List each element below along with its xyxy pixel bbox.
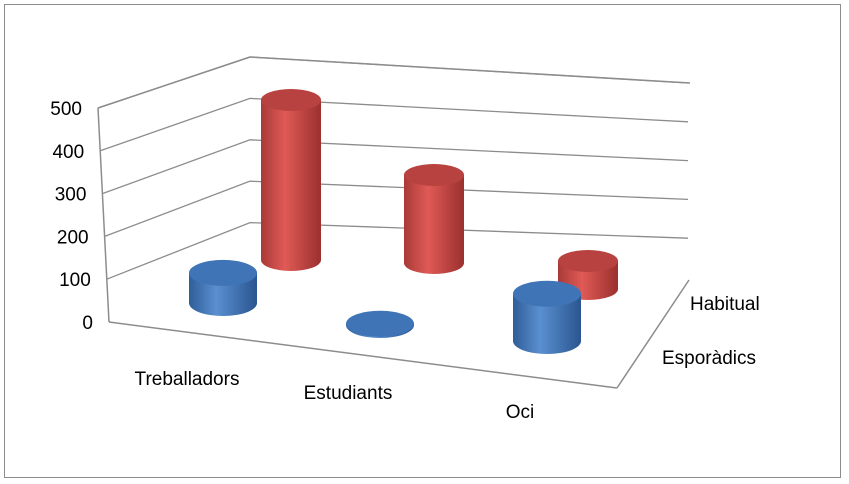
bar-cylinder bbox=[346, 310, 414, 338]
series-label: Habitual bbox=[690, 294, 760, 315]
category-label: Oci bbox=[506, 402, 535, 423]
floor-right-edge bbox=[616, 279, 690, 389]
bar-cylinder-body bbox=[404, 175, 464, 274]
bar-cylinder bbox=[404, 164, 464, 274]
y-axis-tick-labels: 0 100 200 300 400 500 bbox=[50, 99, 93, 334]
gridline bbox=[102, 139, 689, 195]
bar-cylinder-top bbox=[558, 250, 618, 272]
bar-cylinder-top bbox=[189, 259, 257, 286]
bar-cylinder bbox=[558, 250, 618, 300]
bar-cylinder-body bbox=[261, 100, 321, 271]
gridline bbox=[99, 97, 689, 152]
bar-cylinder bbox=[261, 89, 321, 271]
series-depth-labels: Esporàdics Habitual bbox=[662, 294, 760, 369]
floor-front-edge bbox=[108, 321, 618, 389]
y-tick-label: 100 bbox=[59, 270, 91, 291]
gridlines bbox=[97, 56, 689, 280]
y-tick-label: 0 bbox=[82, 313, 93, 334]
bar-cylinder-top bbox=[404, 164, 464, 186]
series-label: Esporàdics bbox=[662, 348, 756, 369]
bar-cylinder-top bbox=[261, 89, 321, 111]
y-tick-label: 200 bbox=[57, 227, 89, 248]
bar-cylinder bbox=[513, 280, 581, 354]
bar-cylinder bbox=[189, 259, 257, 316]
bar-cylinder-body bbox=[513, 293, 581, 354]
cylinder-bars bbox=[189, 89, 618, 354]
category-label: Estudiants bbox=[304, 383, 393, 404]
category-labels: Treballadors Estudiants Oci bbox=[135, 369, 535, 423]
left-wall-edge bbox=[97, 107, 110, 323]
gridline bbox=[97, 56, 689, 109]
gridline bbox=[104, 180, 689, 238]
y-tick-label: 400 bbox=[52, 142, 84, 163]
bar-cylinder-top bbox=[513, 280, 581, 307]
category-label: Treballadors bbox=[135, 369, 240, 390]
y-tick-label: 500 bbox=[50, 99, 82, 120]
bar-cylinder-top bbox=[346, 310, 414, 337]
y-tick-label: 300 bbox=[55, 185, 87, 206]
gridline bbox=[106, 221, 689, 280]
